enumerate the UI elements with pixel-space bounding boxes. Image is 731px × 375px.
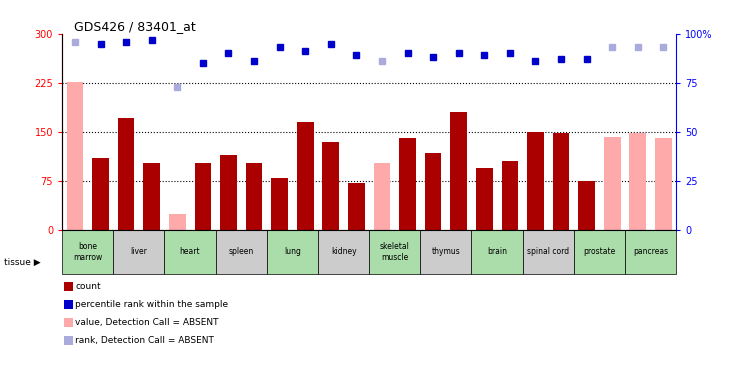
- Bar: [348, 183, 365, 230]
- Bar: [220, 155, 237, 230]
- Text: kidney: kidney: [330, 248, 357, 256]
- Bar: [164, 230, 216, 274]
- Bar: [267, 230, 318, 274]
- Bar: [216, 230, 267, 274]
- Bar: [420, 230, 471, 274]
- Text: skeletal
muscle: skeletal muscle: [380, 242, 409, 262]
- Bar: [501, 161, 518, 230]
- Bar: [374, 164, 390, 230]
- Bar: [625, 230, 676, 274]
- Bar: [271, 178, 288, 230]
- Bar: [553, 133, 569, 230]
- Bar: [578, 181, 595, 230]
- Text: lung: lung: [284, 248, 301, 256]
- Bar: [399, 138, 416, 230]
- Bar: [318, 230, 369, 274]
- Bar: [523, 230, 574, 274]
- Bar: [450, 112, 467, 230]
- Text: brain: brain: [487, 248, 507, 256]
- Text: thymus: thymus: [431, 248, 461, 256]
- Bar: [297, 122, 314, 230]
- Text: tissue ▶: tissue ▶: [4, 258, 40, 267]
- Bar: [67, 82, 83, 230]
- Text: spinal cord: spinal cord: [527, 248, 569, 256]
- Bar: [113, 230, 164, 274]
- Bar: [655, 138, 672, 230]
- Bar: [143, 163, 160, 230]
- Bar: [118, 118, 135, 230]
- Text: pancreas: pancreas: [633, 248, 668, 256]
- Bar: [92, 158, 109, 230]
- Text: percentile rank within the sample: percentile rank within the sample: [75, 300, 228, 309]
- Text: heart: heart: [180, 248, 200, 256]
- Bar: [62, 230, 113, 274]
- Text: value, Detection Call = ABSENT: value, Detection Call = ABSENT: [75, 318, 219, 327]
- Bar: [322, 142, 339, 230]
- Text: rank, Detection Call = ABSENT: rank, Detection Call = ABSENT: [75, 336, 214, 345]
- Bar: [604, 136, 621, 230]
- Bar: [471, 230, 523, 274]
- Bar: [246, 164, 262, 230]
- Bar: [425, 153, 442, 230]
- Text: liver: liver: [130, 248, 148, 256]
- Text: spleen: spleen: [229, 248, 254, 256]
- Bar: [574, 230, 625, 274]
- Bar: [527, 132, 544, 230]
- Text: bone
marrow: bone marrow: [73, 242, 102, 262]
- Text: GDS426 / 83401_at: GDS426 / 83401_at: [75, 20, 196, 33]
- Text: count: count: [75, 282, 101, 291]
- Bar: [369, 230, 420, 274]
- Bar: [194, 164, 211, 230]
- Text: prostate: prostate: [583, 248, 616, 256]
- Bar: [629, 133, 646, 230]
- Bar: [169, 214, 186, 230]
- Bar: [476, 168, 493, 230]
